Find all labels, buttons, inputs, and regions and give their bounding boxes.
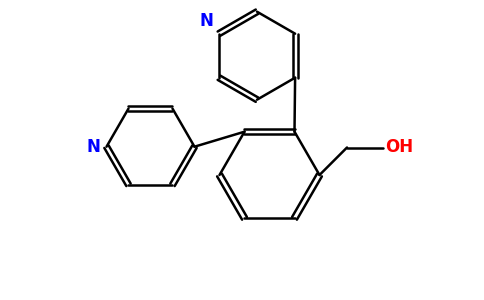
Text: N: N bbox=[87, 138, 101, 156]
Text: OH: OH bbox=[385, 139, 414, 157]
Text: N: N bbox=[199, 12, 213, 30]
